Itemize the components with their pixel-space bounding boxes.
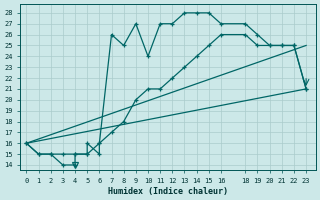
X-axis label: Humidex (Indice chaleur): Humidex (Indice chaleur) bbox=[108, 187, 228, 196]
